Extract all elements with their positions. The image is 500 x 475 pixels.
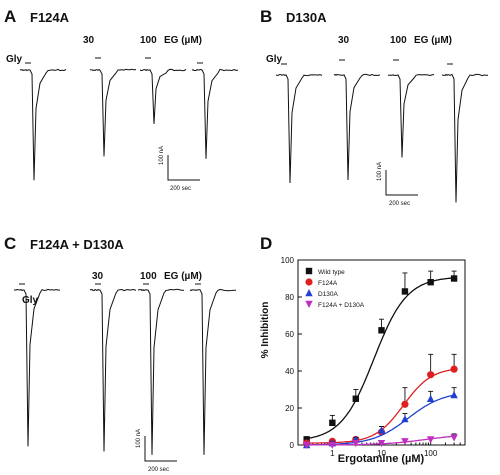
data-point — [401, 400, 409, 408]
x-axis-label: Ergotamine (µM) — [338, 453, 425, 465]
legend-label: F124A — [318, 280, 338, 287]
panel-b: B D130A 30 100 EG (µM) Gly 100 nA 200 se… — [260, 7, 489, 207]
data-point — [450, 365, 458, 373]
panel-a-scale-y: 100 nA — [159, 146, 165, 165]
current-trace-1 — [14, 288, 61, 447]
y-axis-label: % Inhibition — [260, 302, 271, 359]
panel-b-scale-x: 200 sec — [389, 201, 410, 207]
legend-item: F124A + D130A — [305, 300, 365, 309]
panel-a-gly-label: Gly — [6, 54, 23, 65]
x-tick-label: 10 — [377, 449, 386, 458]
data-point — [427, 371, 435, 379]
data-point — [377, 426, 386, 434]
current-trace-2 — [89, 288, 137, 452]
data-point — [401, 438, 409, 446]
panel-a-dose-30: 30 — [83, 35, 95, 46]
dose-response-chart: 0 20 40 60 80 100 1 10 100 Wild type F124A D130A F12… — [281, 256, 466, 458]
panel-b-scale-bar — [385, 170, 418, 196]
current-trace-3 — [387, 74, 435, 158]
panel-c-scale-bar — [144, 436, 177, 462]
data-point — [426, 394, 435, 402]
y-tick-label: 0 — [290, 441, 295, 450]
current-trace-3 — [137, 288, 185, 455]
data-point — [401, 288, 409, 295]
current-trace-2 — [333, 73, 381, 181]
data-point — [450, 391, 458, 399]
current-trace-4 — [189, 288, 237, 455]
legend-label: D130A — [318, 291, 339, 298]
current-trace-1 — [19, 68, 67, 181]
legend-marker — [305, 278, 313, 286]
current-trace-4 — [441, 73, 489, 203]
y-tick-label: 20 — [285, 404, 294, 413]
panel-a-dose-100: 100 — [140, 35, 157, 46]
panel-b-dose-100: 100 — [390, 35, 407, 46]
data-point — [303, 436, 310, 443]
panel-c-gly-label: Gly — [22, 295, 39, 306]
data-point — [329, 419, 336, 426]
panel-a-scale-bar — [167, 155, 200, 181]
panel-c: C F124A + D130A 30 100 EG (µM) Gly 100 n… — [4, 234, 237, 473]
y-tick-label: 40 — [285, 367, 294, 376]
current-trace-2 — [89, 68, 137, 157]
panel-d-letter: D — [260, 234, 272, 253]
series-4 — [302, 433, 458, 449]
panel-a-scale-x: 200 sec — [170, 186, 191, 192]
legend-label: F124A + D130A — [318, 302, 365, 309]
data-point — [352, 439, 360, 448]
legend-item: Wild type — [305, 267, 345, 276]
panel-a: A F124A 30 100 EG (µM) Gly 100 nA 200 se… — [4, 7, 239, 192]
x-tick-label: 100 — [424, 449, 438, 458]
legend-item: D130A — [305, 289, 339, 298]
data-point — [377, 439, 386, 448]
data-point — [426, 436, 435, 444]
panel-b-title: D130A — [286, 10, 327, 25]
panel-a-traces — [19, 57, 239, 181]
current-trace-3 — [139, 68, 187, 125]
data-point — [328, 441, 337, 449]
panel-c-traces — [14, 283, 237, 455]
y-tick-label: 100 — [281, 256, 295, 265]
legend-marker — [305, 289, 313, 297]
panel-c-dose-30: 30 — [92, 271, 104, 282]
data-point — [352, 395, 360, 402]
legend: Wild type F124A D130A F124A + D130A — [305, 267, 365, 309]
panel-d: D 0 20 40 60 80 100 1 10 100 Wild type F124A D130A F… — [260, 234, 466, 465]
legend-item: F124A — [305, 278, 338, 287]
panel-b-letter: B — [260, 7, 272, 26]
data-point — [427, 279, 434, 286]
panel-b-traces — [275, 59, 489, 203]
panel-c-dose-100: 100 — [140, 271, 157, 282]
series-3 — [302, 387, 458, 449]
x-tick-label: 1 — [330, 449, 335, 458]
panel-c-title: F124A + D130A — [30, 237, 124, 252]
data-point — [450, 275, 458, 282]
panel-b-eg-label: EG (µM) — [414, 35, 452, 46]
y-tick-label: 60 — [285, 330, 294, 339]
data-point — [450, 434, 458, 442]
panel-b-scale-y: 100 nA — [377, 162, 383, 181]
panel-b-gly-label: Gly — [266, 54, 283, 65]
series-1 — [303, 270, 458, 443]
data-point — [378, 327, 385, 334]
plot-frame — [297, 259, 466, 446]
legend-marker — [305, 300, 313, 308]
y-tick-label: 80 — [285, 293, 294, 302]
legend-label: Wild type — [318, 269, 345, 276]
current-trace-4 — [191, 68, 239, 159]
data-point — [302, 441, 311, 449]
panel-c-scale-x: 200 sec — [148, 467, 169, 473]
current-trace-1 — [275, 73, 323, 184]
panel-a-letter: A — [4, 7, 16, 26]
panel-b-dose-30: 30 — [338, 35, 350, 46]
panel-a-eg-label: EG (µM) — [164, 35, 202, 46]
panel-c-eg-label: EG (µM) — [164, 271, 202, 282]
legend-marker — [305, 267, 313, 275]
panel-c-letter: C — [4, 234, 16, 253]
data-point — [401, 415, 409, 423]
panel-a-title: F124A — [30, 10, 70, 25]
panel-c-scale-y: 100 nA — [136, 429, 142, 448]
